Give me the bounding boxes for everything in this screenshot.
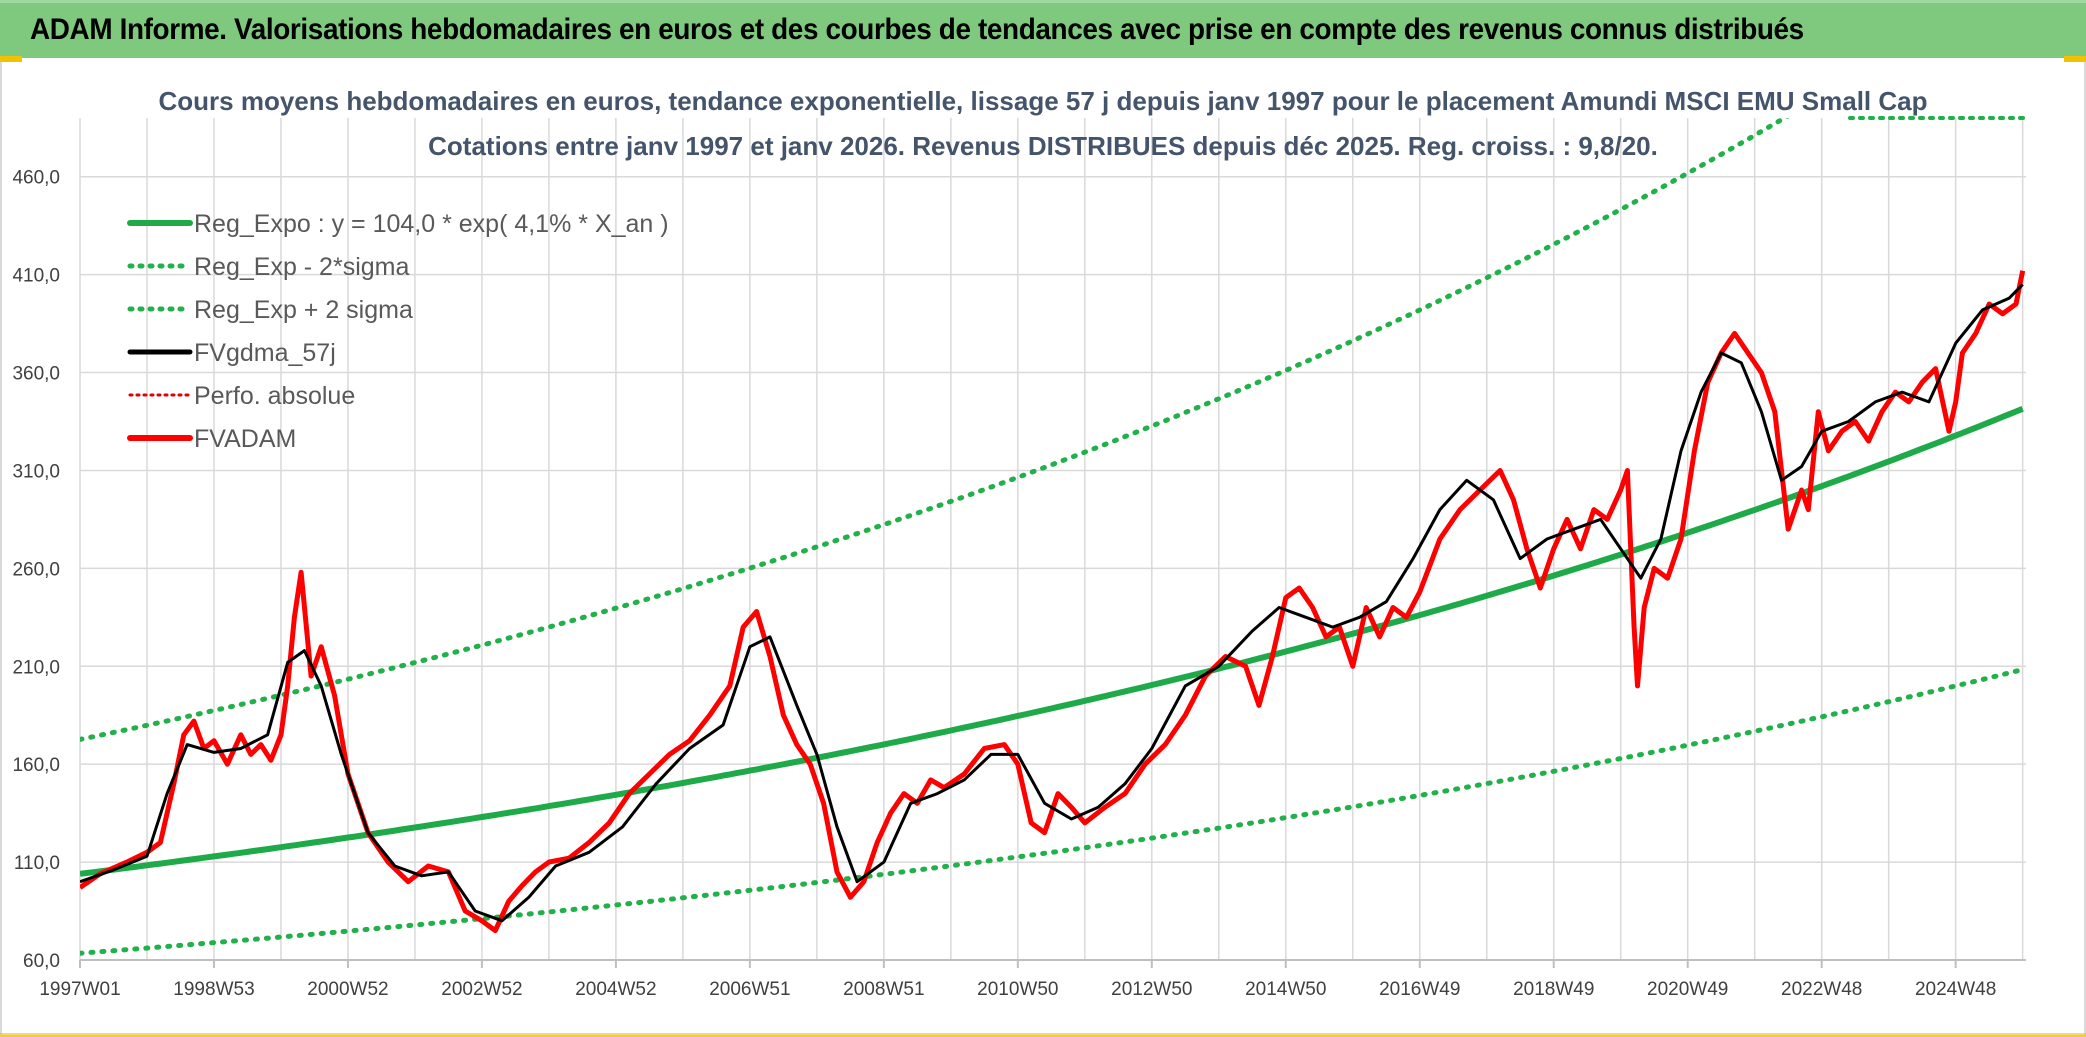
y-tick-label: 160,0 — [12, 755, 60, 776]
x-tick-label: 2010W50 — [977, 979, 1058, 1000]
x-tick-label: 2018W49 — [1513, 979, 1594, 1000]
y-tick-label: 310,0 — [12, 461, 60, 482]
series-fvgdma-57j — [80, 283, 2024, 923]
legend-label-perfo: Perfo. absolue — [194, 382, 355, 410]
series-reg-exp-plus-2-sigma — [80, 118, 1790, 742]
x-tick-label: 2020W49 — [1647, 979, 1728, 1000]
legend-label-reg_expo: Reg_Expo : y = 104,0 * exp( 4,1% * X_an … — [194, 210, 669, 238]
legend-label-reg_plus: Reg_Exp + 2 sigma — [194, 296, 413, 324]
y-tick-label: 210,0 — [12, 657, 60, 678]
line-chart: 60,0 110,0 160,0 210,0 260,0 310,0 360,0 410,0 4… — [12, 86, 2027, 1000]
header-corner-left — [0, 56, 22, 62]
x-tick-label: 1998W53 — [173, 979, 254, 1000]
series-layer — [80, 118, 2026, 956]
y-tick-label: 60,0 — [23, 951, 60, 972]
x-tick-label: 2024W48 — [1915, 979, 1996, 1000]
footer-bar — [0, 1033, 2086, 1037]
y-tick-label: 260,0 — [12, 559, 60, 580]
y-tick-label: 360,0 — [12, 364, 60, 385]
x-tick-label: 2014W50 — [1245, 979, 1326, 1000]
legend-label-fvgdma: FVgdma_57j — [194, 339, 336, 367]
legend-label-fvadam: FVADAM — [194, 425, 296, 453]
report-title: ADAM Informe. Valorisations hebdomadaire… — [30, 13, 1804, 46]
x-tick-label: 2006W51 — [709, 979, 790, 1000]
x-tick-label: 2022W48 — [1781, 979, 1862, 1000]
x-tick-label: 2002W52 — [441, 979, 522, 1000]
chart-title-line-2: Cotations entre janv 1997 et janv 2026. … — [428, 131, 1658, 161]
header-bar: ADAM Informe. Valorisations hebdomadaire… — [0, 0, 2086, 62]
x-tick-label: 2004W52 — [575, 979, 656, 1000]
series-reg-expo — [80, 406, 2024, 877]
x-tick-label: 2008W51 — [843, 979, 924, 1000]
x-tick-label: 1997W01 — [39, 979, 120, 1000]
x-tick-label: 2016W49 — [1379, 979, 1460, 1000]
grid: 60,0 110,0 160,0 210,0 260,0 310,0 360,0 410,0 4… — [12, 118, 2026, 1000]
chart-title-line-1: Cours moyens hebdomadaires en euros, ten… — [159, 86, 1928, 116]
header-corner-right — [2064, 56, 2086, 62]
y-tick-label: 460,0 — [12, 168, 60, 189]
x-tick-label: 2012W50 — [1111, 979, 1192, 1000]
legend: Reg_Expo : y = 104,0 * exp( 4,1% * X_an … — [127, 210, 669, 453]
y-tick-label: 110,0 — [14, 853, 60, 874]
y-tick-label: 410,0 — [12, 266, 60, 287]
x-tick-label: 2000W52 — [307, 979, 388, 1000]
legend-label-reg_minus: Reg_Exp - 2*sigma — [194, 253, 409, 281]
series-reg-exp-minus-2-sigma — [80, 667, 2026, 956]
